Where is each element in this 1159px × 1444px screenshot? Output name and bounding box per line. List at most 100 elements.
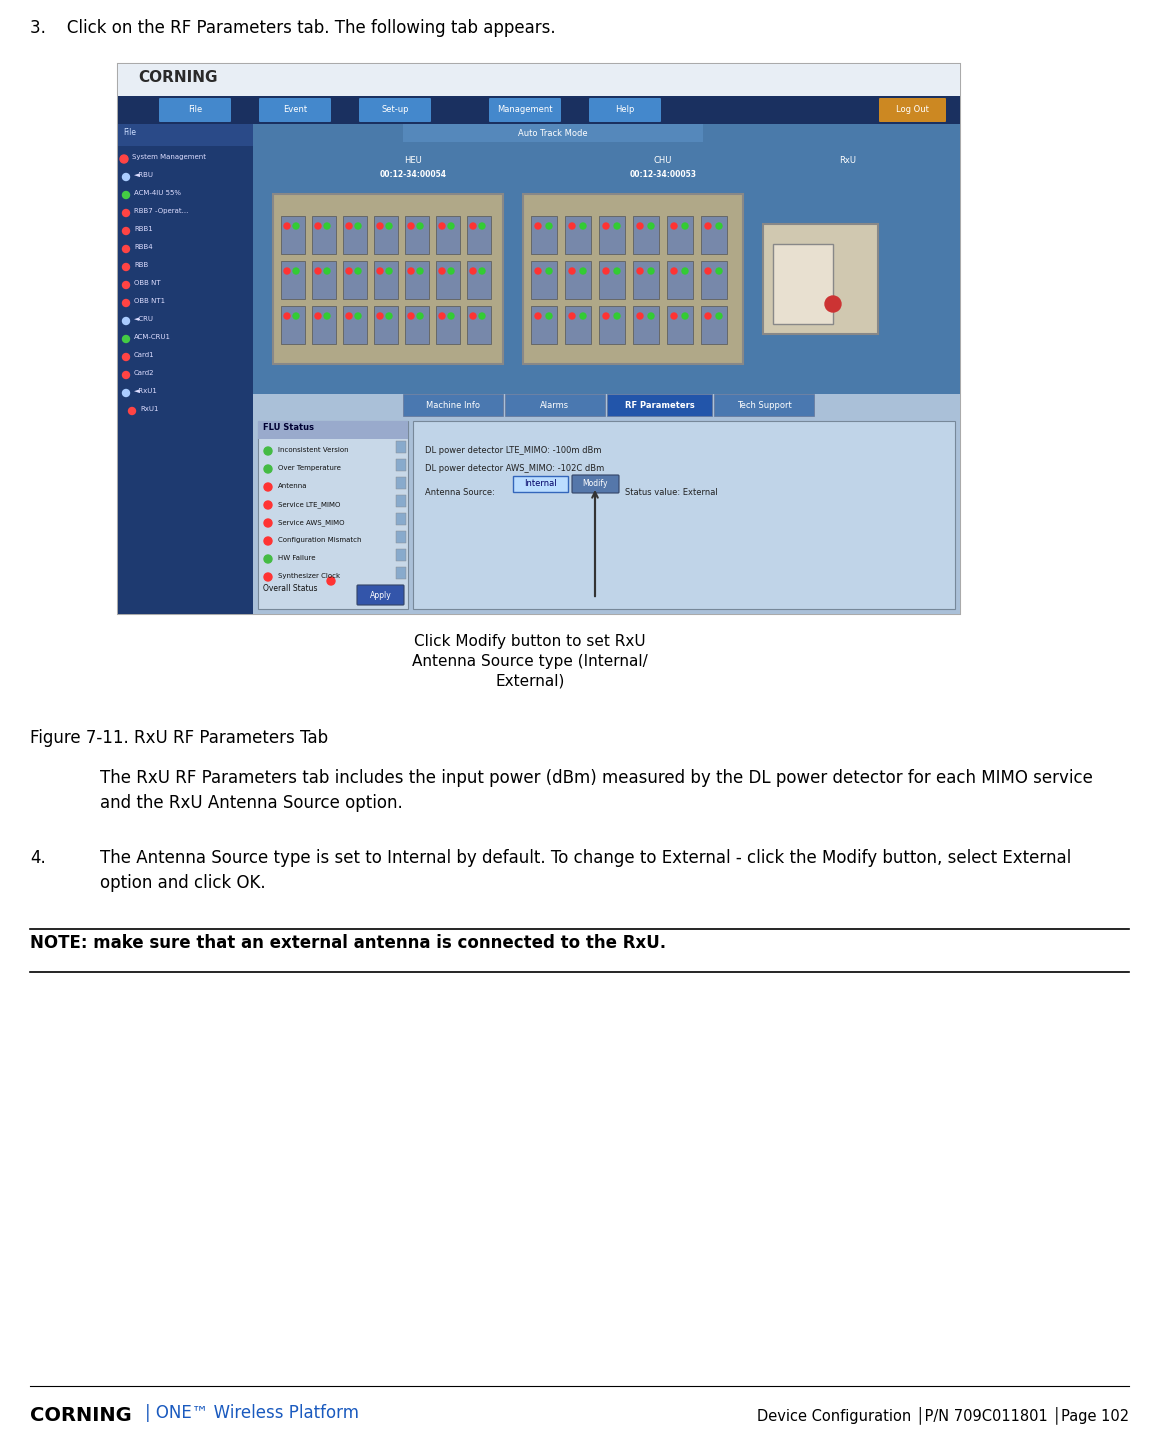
Circle shape [439, 313, 445, 319]
Circle shape [377, 222, 382, 230]
Circle shape [264, 537, 272, 544]
Circle shape [671, 222, 677, 230]
FancyBboxPatch shape [564, 261, 591, 299]
Circle shape [264, 482, 272, 491]
FancyBboxPatch shape [701, 217, 727, 254]
Circle shape [705, 313, 710, 319]
Circle shape [347, 313, 352, 319]
Text: ACM-CRU1: ACM-CRU1 [134, 334, 172, 339]
FancyBboxPatch shape [599, 306, 625, 344]
FancyBboxPatch shape [118, 124, 253, 614]
Circle shape [471, 313, 476, 319]
FancyBboxPatch shape [312, 261, 336, 299]
Text: RBB4: RBB4 [134, 244, 153, 250]
Text: Overall Status: Overall Status [263, 583, 318, 593]
Circle shape [535, 313, 541, 319]
Text: Internal: Internal [524, 479, 556, 488]
Text: Status value: External: Status value: External [625, 488, 717, 497]
Text: 00:12-34:00054: 00:12-34:00054 [379, 170, 446, 179]
FancyBboxPatch shape [714, 394, 814, 416]
Text: DL power detector AWS_MIMO: -102C dBm: DL power detector AWS_MIMO: -102C dBm [425, 464, 604, 474]
Circle shape [123, 335, 130, 342]
FancyBboxPatch shape [396, 495, 406, 507]
Circle shape [264, 554, 272, 563]
Circle shape [327, 578, 335, 585]
Circle shape [377, 313, 382, 319]
FancyBboxPatch shape [773, 244, 833, 323]
Circle shape [569, 269, 575, 274]
Text: Apply: Apply [370, 591, 392, 599]
FancyBboxPatch shape [312, 306, 336, 344]
Circle shape [284, 222, 290, 230]
FancyBboxPatch shape [633, 306, 659, 344]
FancyBboxPatch shape [505, 394, 605, 416]
Circle shape [648, 222, 654, 230]
FancyBboxPatch shape [118, 124, 253, 146]
FancyBboxPatch shape [258, 422, 408, 439]
Circle shape [123, 390, 130, 397]
FancyBboxPatch shape [280, 217, 305, 254]
Text: Device Configuration │P/N 709C011801 │Page 102: Device Configuration │P/N 709C011801 │Pa… [757, 1406, 1129, 1424]
Circle shape [614, 313, 620, 319]
Text: CORNING: CORNING [138, 69, 218, 85]
Circle shape [123, 371, 130, 378]
FancyBboxPatch shape [564, 217, 591, 254]
FancyBboxPatch shape [531, 261, 557, 299]
Circle shape [449, 313, 454, 319]
FancyBboxPatch shape [489, 98, 561, 121]
FancyBboxPatch shape [599, 261, 625, 299]
Circle shape [264, 573, 272, 580]
Circle shape [681, 222, 688, 230]
FancyBboxPatch shape [436, 217, 460, 254]
Circle shape [315, 222, 321, 230]
Circle shape [264, 518, 272, 527]
Circle shape [408, 313, 414, 319]
Text: 3.    Click on the RF Parameters tab. The following tab appears.: 3. Click on the RF Parameters tab. The f… [30, 19, 555, 38]
Circle shape [569, 222, 575, 230]
FancyBboxPatch shape [666, 261, 693, 299]
Circle shape [569, 313, 575, 319]
Text: Card2: Card2 [134, 370, 154, 375]
FancyBboxPatch shape [589, 98, 661, 121]
Text: FLU Status: FLU Status [263, 423, 314, 432]
Text: Alarms: Alarms [540, 400, 569, 410]
Circle shape [264, 501, 272, 508]
Circle shape [123, 173, 130, 180]
Text: Figure 7-11. RxU RF Parameters Tab: Figure 7-11. RxU RF Parameters Tab [30, 729, 328, 747]
Circle shape [325, 269, 330, 274]
Circle shape [264, 465, 272, 474]
FancyBboxPatch shape [404, 306, 429, 344]
Circle shape [637, 222, 643, 230]
Circle shape [325, 222, 330, 230]
Text: 00:12-34:00053: 00:12-34:00053 [629, 170, 697, 179]
Circle shape [546, 313, 552, 319]
Circle shape [716, 222, 722, 230]
Circle shape [603, 269, 608, 274]
Text: RBB7 -Operat...: RBB7 -Operat... [134, 208, 189, 214]
Circle shape [546, 269, 552, 274]
FancyBboxPatch shape [118, 64, 960, 614]
Circle shape [471, 269, 476, 274]
Text: ◄RxU1: ◄RxU1 [134, 388, 158, 394]
Circle shape [315, 313, 321, 319]
Circle shape [417, 269, 423, 274]
Circle shape [705, 222, 710, 230]
Circle shape [123, 263, 130, 270]
Circle shape [603, 222, 608, 230]
Circle shape [449, 222, 454, 230]
Circle shape [535, 269, 541, 274]
Circle shape [293, 222, 299, 230]
Circle shape [284, 313, 290, 319]
FancyBboxPatch shape [436, 306, 460, 344]
Circle shape [648, 313, 654, 319]
Circle shape [614, 222, 620, 230]
Text: Service LTE_MIMO: Service LTE_MIMO [278, 501, 341, 508]
Text: RxU: RxU [839, 156, 857, 165]
FancyBboxPatch shape [403, 124, 704, 142]
FancyBboxPatch shape [531, 306, 557, 344]
Circle shape [347, 222, 352, 230]
Text: Log Out: Log Out [896, 105, 928, 114]
FancyBboxPatch shape [404, 217, 429, 254]
FancyBboxPatch shape [118, 95, 960, 124]
Circle shape [603, 313, 608, 319]
